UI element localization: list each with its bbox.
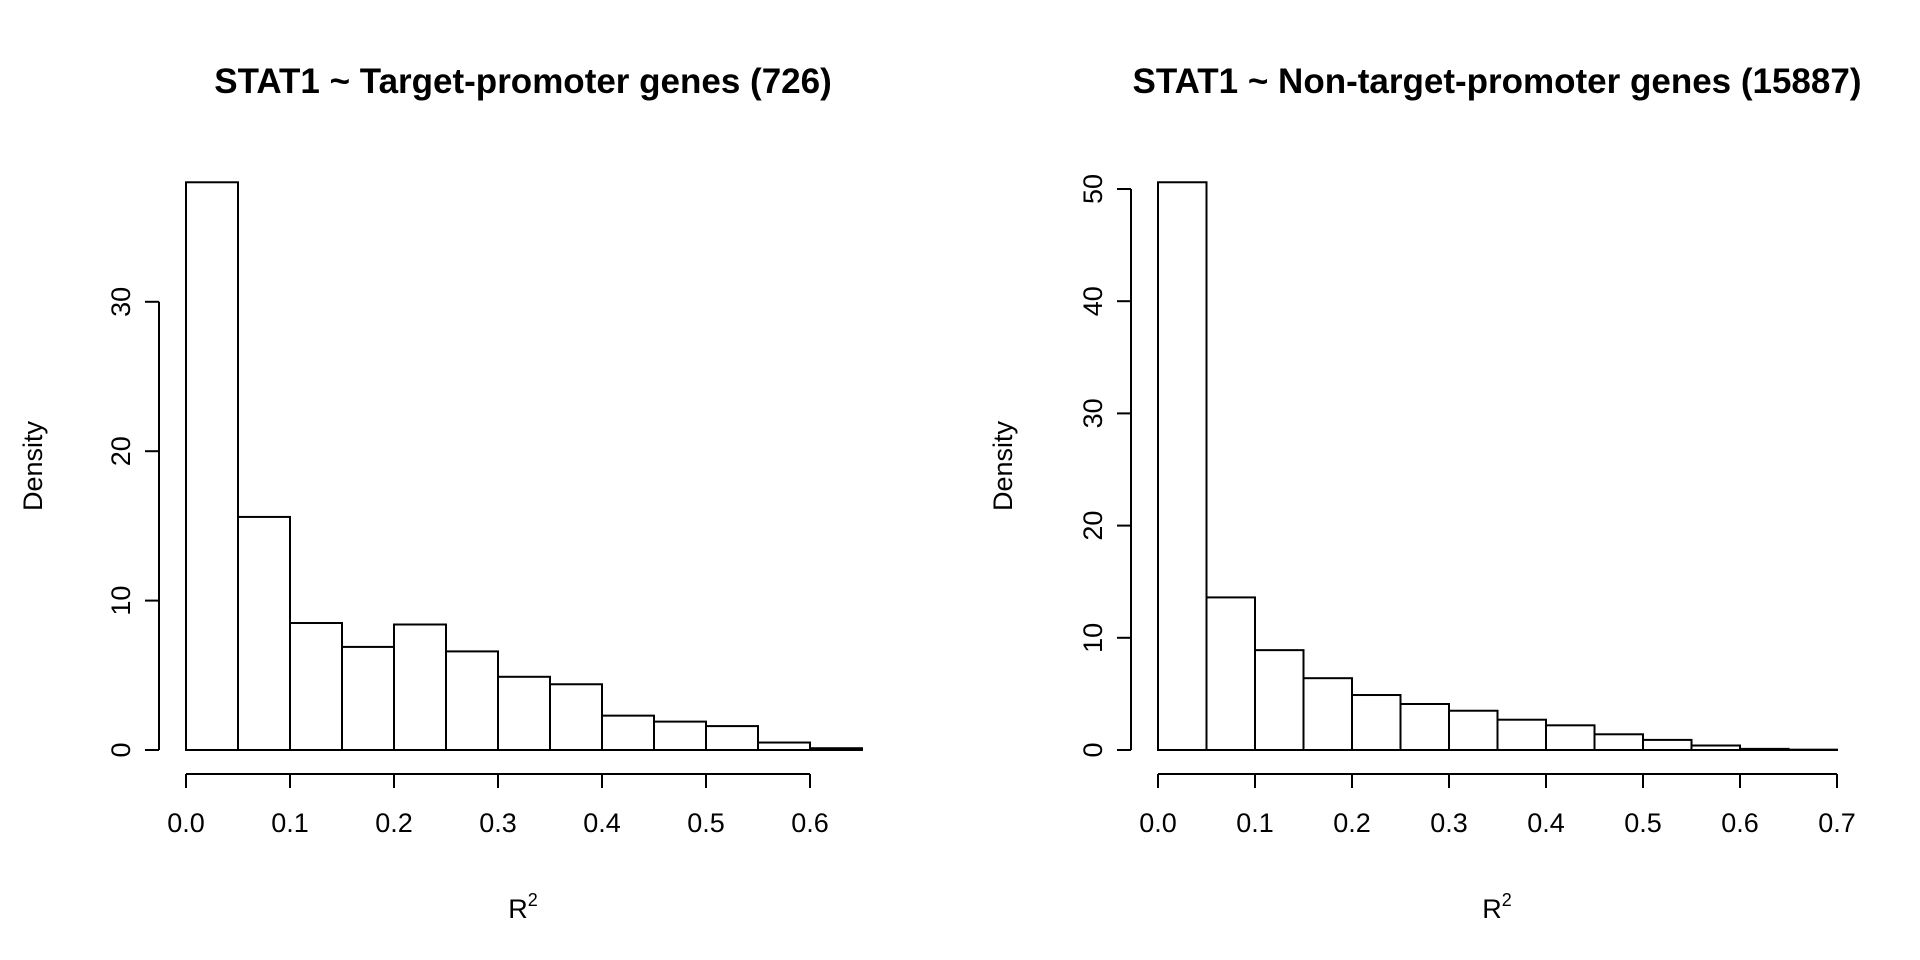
x-tick-label: 0.5 [1624, 808, 1662, 838]
x-tick-label: 0.4 [583, 808, 621, 838]
x-tick-label: 0.4 [1527, 808, 1565, 838]
histogram-bar [1205, 596, 1256, 752]
histogram-bar [1739, 747, 1790, 751]
x-tick-label: 0.0 [1139, 808, 1177, 838]
x-tick-label: 0.6 [791, 808, 829, 838]
x-axis-label-superscript: 2 [1502, 890, 1512, 910]
y-tick-label: 0 [106, 742, 136, 757]
histogram-bar [549, 683, 603, 751]
histogram-bar [237, 515, 291, 751]
histogram-bar [705, 725, 759, 752]
x-tick-label: 0.1 [271, 808, 309, 838]
histogram-bar [341, 645, 395, 751]
histogram-panel-target: STAT1 ~ Target-promoter genes (726) 0.0 0.… [18, 62, 863, 924]
histogram-bar [393, 623, 447, 752]
histogram-bar [289, 622, 343, 752]
y-tick-label: 20 [106, 436, 136, 466]
histogram-bar [1302, 677, 1353, 752]
x-tick-label: 0.6 [1721, 808, 1759, 838]
histogram-bar [1545, 724, 1596, 751]
x-tick-label: 0.2 [1333, 808, 1371, 838]
y-tick-label: 0 [1078, 742, 1108, 757]
histogram-panel-non-target: STAT1 ~ Non-target-promoter genes (15887… [988, 62, 1861, 924]
histogram-bar [601, 714, 655, 751]
histogram-bar [1351, 694, 1402, 751]
chart-title: STAT1 ~ Non-target-promoter genes (15887… [1133, 62, 1862, 101]
histogram-bar [1642, 738, 1693, 751]
y-tick-label: 50 [1078, 174, 1108, 204]
y-tick-label: 40 [1078, 286, 1108, 316]
x-tick-label: 0.3 [479, 808, 517, 838]
x-axis-label: R2 [508, 890, 538, 924]
x-tick-label: 0.2 [375, 808, 413, 838]
histogram-bar [1157, 181, 1208, 751]
x-tick-label: 0.5 [687, 808, 725, 838]
histogram-bar [1448, 709, 1499, 751]
histogram-bar [497, 675, 551, 752]
y-tick-label: 30 [106, 287, 136, 317]
histogram-bar [1399, 702, 1450, 751]
x-axis-label-superscript: 2 [528, 890, 538, 910]
histogram-bar [445, 650, 499, 751]
y-tick-label: 30 [1078, 398, 1108, 428]
histogram-bar [1593, 733, 1644, 751]
x-axis-label-base: R [1482, 894, 1502, 924]
y-axis-label: Density [18, 420, 48, 511]
histogram-bar [185, 181, 239, 751]
x-tick-label: 0.3 [1430, 808, 1468, 838]
y-tick-label: 20 [1078, 511, 1108, 541]
y-axis-label: Density [988, 420, 1018, 511]
histogram-bar [757, 741, 811, 752]
histogram-bar [653, 720, 707, 752]
histogram-bar [1496, 718, 1547, 751]
histogram-bar [809, 747, 863, 752]
x-tick-label: 0.7 [1818, 808, 1856, 838]
x-axis-label-base: R [508, 894, 528, 924]
y-tick-label: 10 [106, 586, 136, 616]
x-tick-label: 0.1 [1236, 808, 1274, 838]
histogram-bar [1690, 744, 1741, 752]
chart-title: STAT1 ~ Target-promoter genes (726) [214, 62, 832, 101]
x-axis-label: R2 [1482, 890, 1512, 924]
histogram-bar [1254, 649, 1305, 752]
x-tick-label: 0.0 [167, 808, 205, 838]
y-tick-label: 10 [1078, 623, 1108, 653]
